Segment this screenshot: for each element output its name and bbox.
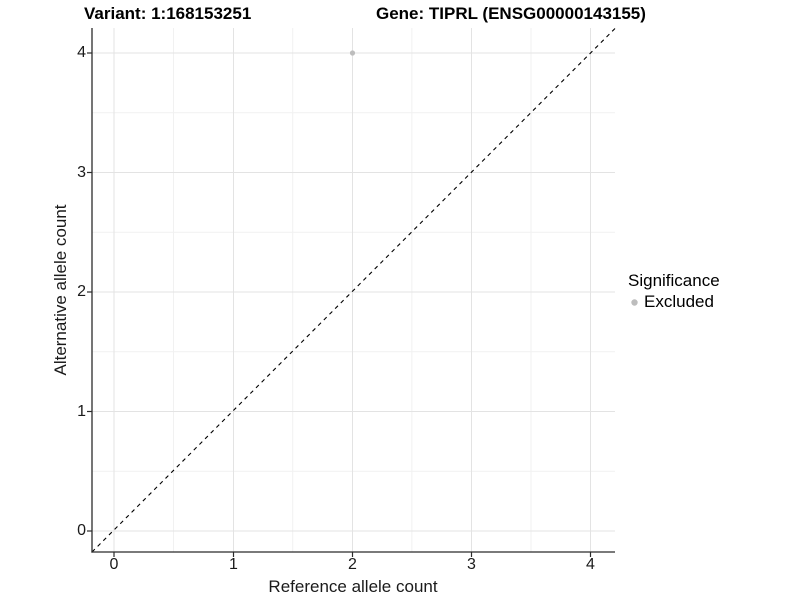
x-tick-label-1: 1 [229,556,238,573]
x-tick-label-2: 2 [348,556,357,573]
x-tick-label-3: 3 [467,556,476,573]
y-tick-label-4: 4 [77,44,86,61]
legend-item-excluded: Excluded [628,292,720,312]
legend-key-dot-icon [631,298,638,306]
y-tick-label-1: 1 [77,402,86,420]
y-tick-label-2: 2 [77,283,86,300]
identity-line [91,28,616,553]
axis-lines [91,28,615,553]
axis-ticks [87,52,592,557]
legend-title: Significance [628,271,720,290]
grid-minor [92,28,615,552]
y-tick-label-0: 0 [77,522,86,539]
x-tick-label-4: 4 [586,556,595,573]
legend-item-label: Excluded [644,292,714,311]
y-tick-label-3: 3 [77,163,86,181]
x-axis-title: Reference allele count [268,577,438,596]
legend: Significance Excluded [628,271,720,312]
gene-title: Gene: TIPRL (ENSG00000143155) [376,4,646,23]
x-tick-label-0: 0 [109,556,119,573]
y-axis-title: Alternative allele count [51,204,70,376]
data-point [349,50,356,56]
variant-title: Variant: 1:168153251 [84,4,252,23]
